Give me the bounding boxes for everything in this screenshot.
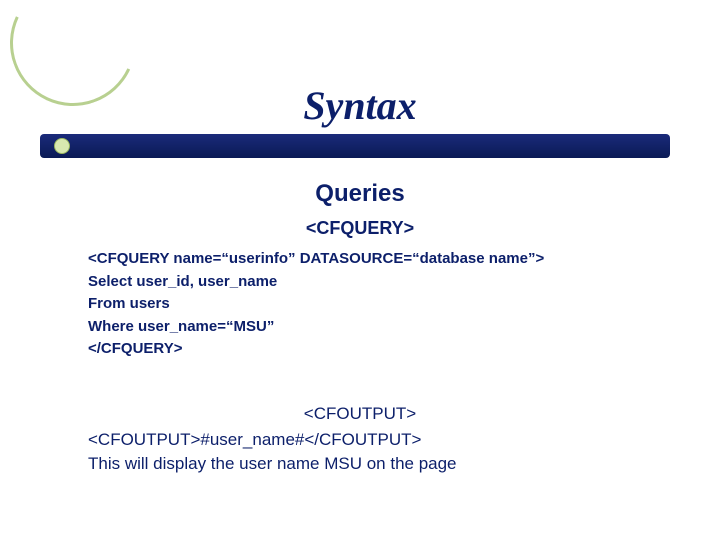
subtitle: Queries bbox=[0, 180, 720, 208]
output-block: <CFOUTPUT>#user_name#</CFOUTPUT> This wi… bbox=[88, 428, 457, 476]
divider-bar bbox=[40, 134, 670, 158]
slide-title: Syntax bbox=[0, 82, 720, 129]
cfoutput-heading: <CFOUTPUT> bbox=[0, 404, 720, 424]
code-line: Where user_name=“MSU” bbox=[88, 316, 544, 339]
output-line: <CFOUTPUT>#user_name#</CFOUTPUT> bbox=[88, 428, 457, 452]
code-line: From users bbox=[88, 293, 544, 316]
code-block: <CFQUERY name=“userinfo” DATASOURCE=“dat… bbox=[88, 248, 544, 361]
code-line: </CFQUERY> bbox=[88, 338, 544, 361]
code-line: Select user_id, user_name bbox=[88, 271, 544, 294]
output-line: This will display the user name MSU on t… bbox=[88, 452, 457, 476]
code-line: <CFQUERY name=“userinfo” DATASOURCE=“dat… bbox=[88, 248, 544, 271]
bullet-dot bbox=[54, 138, 70, 154]
cfquery-heading: <CFQUERY> bbox=[0, 218, 720, 239]
